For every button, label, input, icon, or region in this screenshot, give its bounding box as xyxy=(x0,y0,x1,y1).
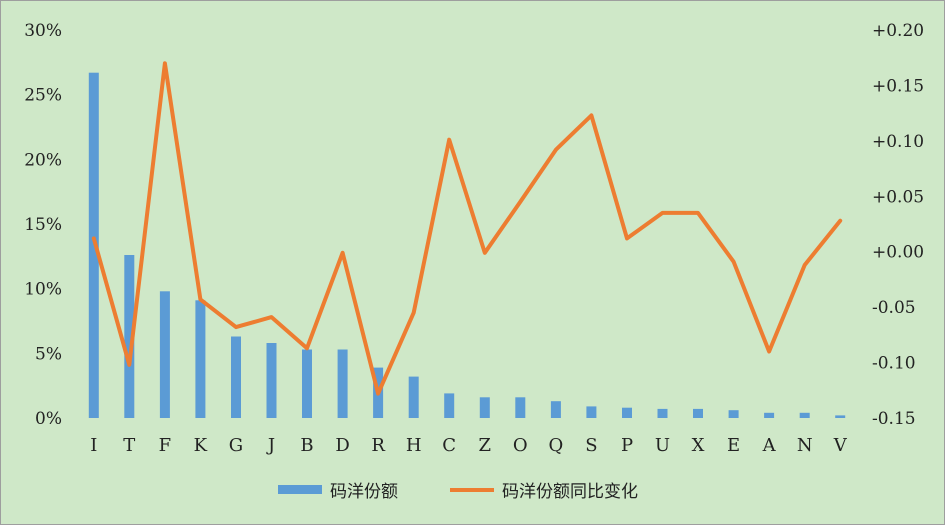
x-tick-label: O xyxy=(513,435,528,456)
x-tick-label: F xyxy=(159,435,172,456)
right-tick-label: +0.20 xyxy=(872,21,924,41)
left-tick-label: 15% xyxy=(24,215,62,235)
bar-H xyxy=(409,377,419,418)
right-tick-label: -0.10 xyxy=(872,354,916,374)
x-tick-label: K xyxy=(194,435,208,456)
bar-C xyxy=(444,393,454,418)
bar-X xyxy=(693,409,703,418)
legend-bar-label: 码洋份额 xyxy=(330,482,398,502)
x-tick-label: N xyxy=(797,435,813,456)
x-tick-label: U xyxy=(655,435,670,456)
left-tick-label: 20% xyxy=(24,150,62,170)
x-tick-label: H xyxy=(406,435,422,456)
x-tick-label: V xyxy=(833,435,848,456)
x-tick-label: C xyxy=(442,435,456,456)
bar-K xyxy=(195,300,205,418)
x-tick-label: Z xyxy=(479,435,492,456)
right-tick-label: -0.15 xyxy=(872,409,916,429)
x-tick-label: Q xyxy=(549,435,564,456)
right-tick-label: +0.10 xyxy=(872,132,924,152)
left-tick-label: 5% xyxy=(35,344,62,364)
bar-O xyxy=(515,397,525,418)
right-tick-label: -0.05 xyxy=(872,298,916,318)
bar-N xyxy=(800,413,810,418)
left-tick-label: 10% xyxy=(24,280,62,300)
left-tick-label: 25% xyxy=(24,86,62,106)
left-tick-label: 0% xyxy=(35,409,62,429)
bar-F xyxy=(160,291,170,418)
bar-D xyxy=(338,350,348,419)
right-tick-label: +0.05 xyxy=(872,187,924,207)
x-tick-label: G xyxy=(229,435,243,456)
bar-U xyxy=(658,409,668,418)
right-tick-label: +0.15 xyxy=(872,76,924,96)
bar-J xyxy=(267,343,277,418)
bar-S xyxy=(586,406,596,418)
left-tick-label: 30% xyxy=(24,21,62,41)
bar-P xyxy=(622,408,632,418)
legend-line-label: 码洋份额同比变化 xyxy=(502,482,638,502)
bar-E xyxy=(729,410,739,418)
x-tick-label: X xyxy=(692,435,705,456)
right-tick-label: +0.00 xyxy=(872,243,924,263)
x-tick-label: D xyxy=(335,435,349,456)
bar-V xyxy=(835,415,845,418)
bar-B xyxy=(302,350,312,419)
bar-A xyxy=(764,413,774,418)
x-tick-label: S xyxy=(585,435,597,456)
x-tick-label: J xyxy=(266,435,275,456)
x-tick-label: B xyxy=(300,435,313,456)
bar-G xyxy=(231,337,241,419)
x-tick-label: A xyxy=(762,435,777,456)
legend-bar-swatch xyxy=(278,485,322,494)
x-tick-label: I xyxy=(90,435,97,456)
bar-Z xyxy=(480,397,490,418)
x-tick-label: E xyxy=(727,435,740,456)
x-tick-label: R xyxy=(371,435,385,456)
x-tick-label: T xyxy=(123,435,135,456)
x-tick-label: P xyxy=(621,435,633,456)
bar-Q xyxy=(551,401,561,418)
